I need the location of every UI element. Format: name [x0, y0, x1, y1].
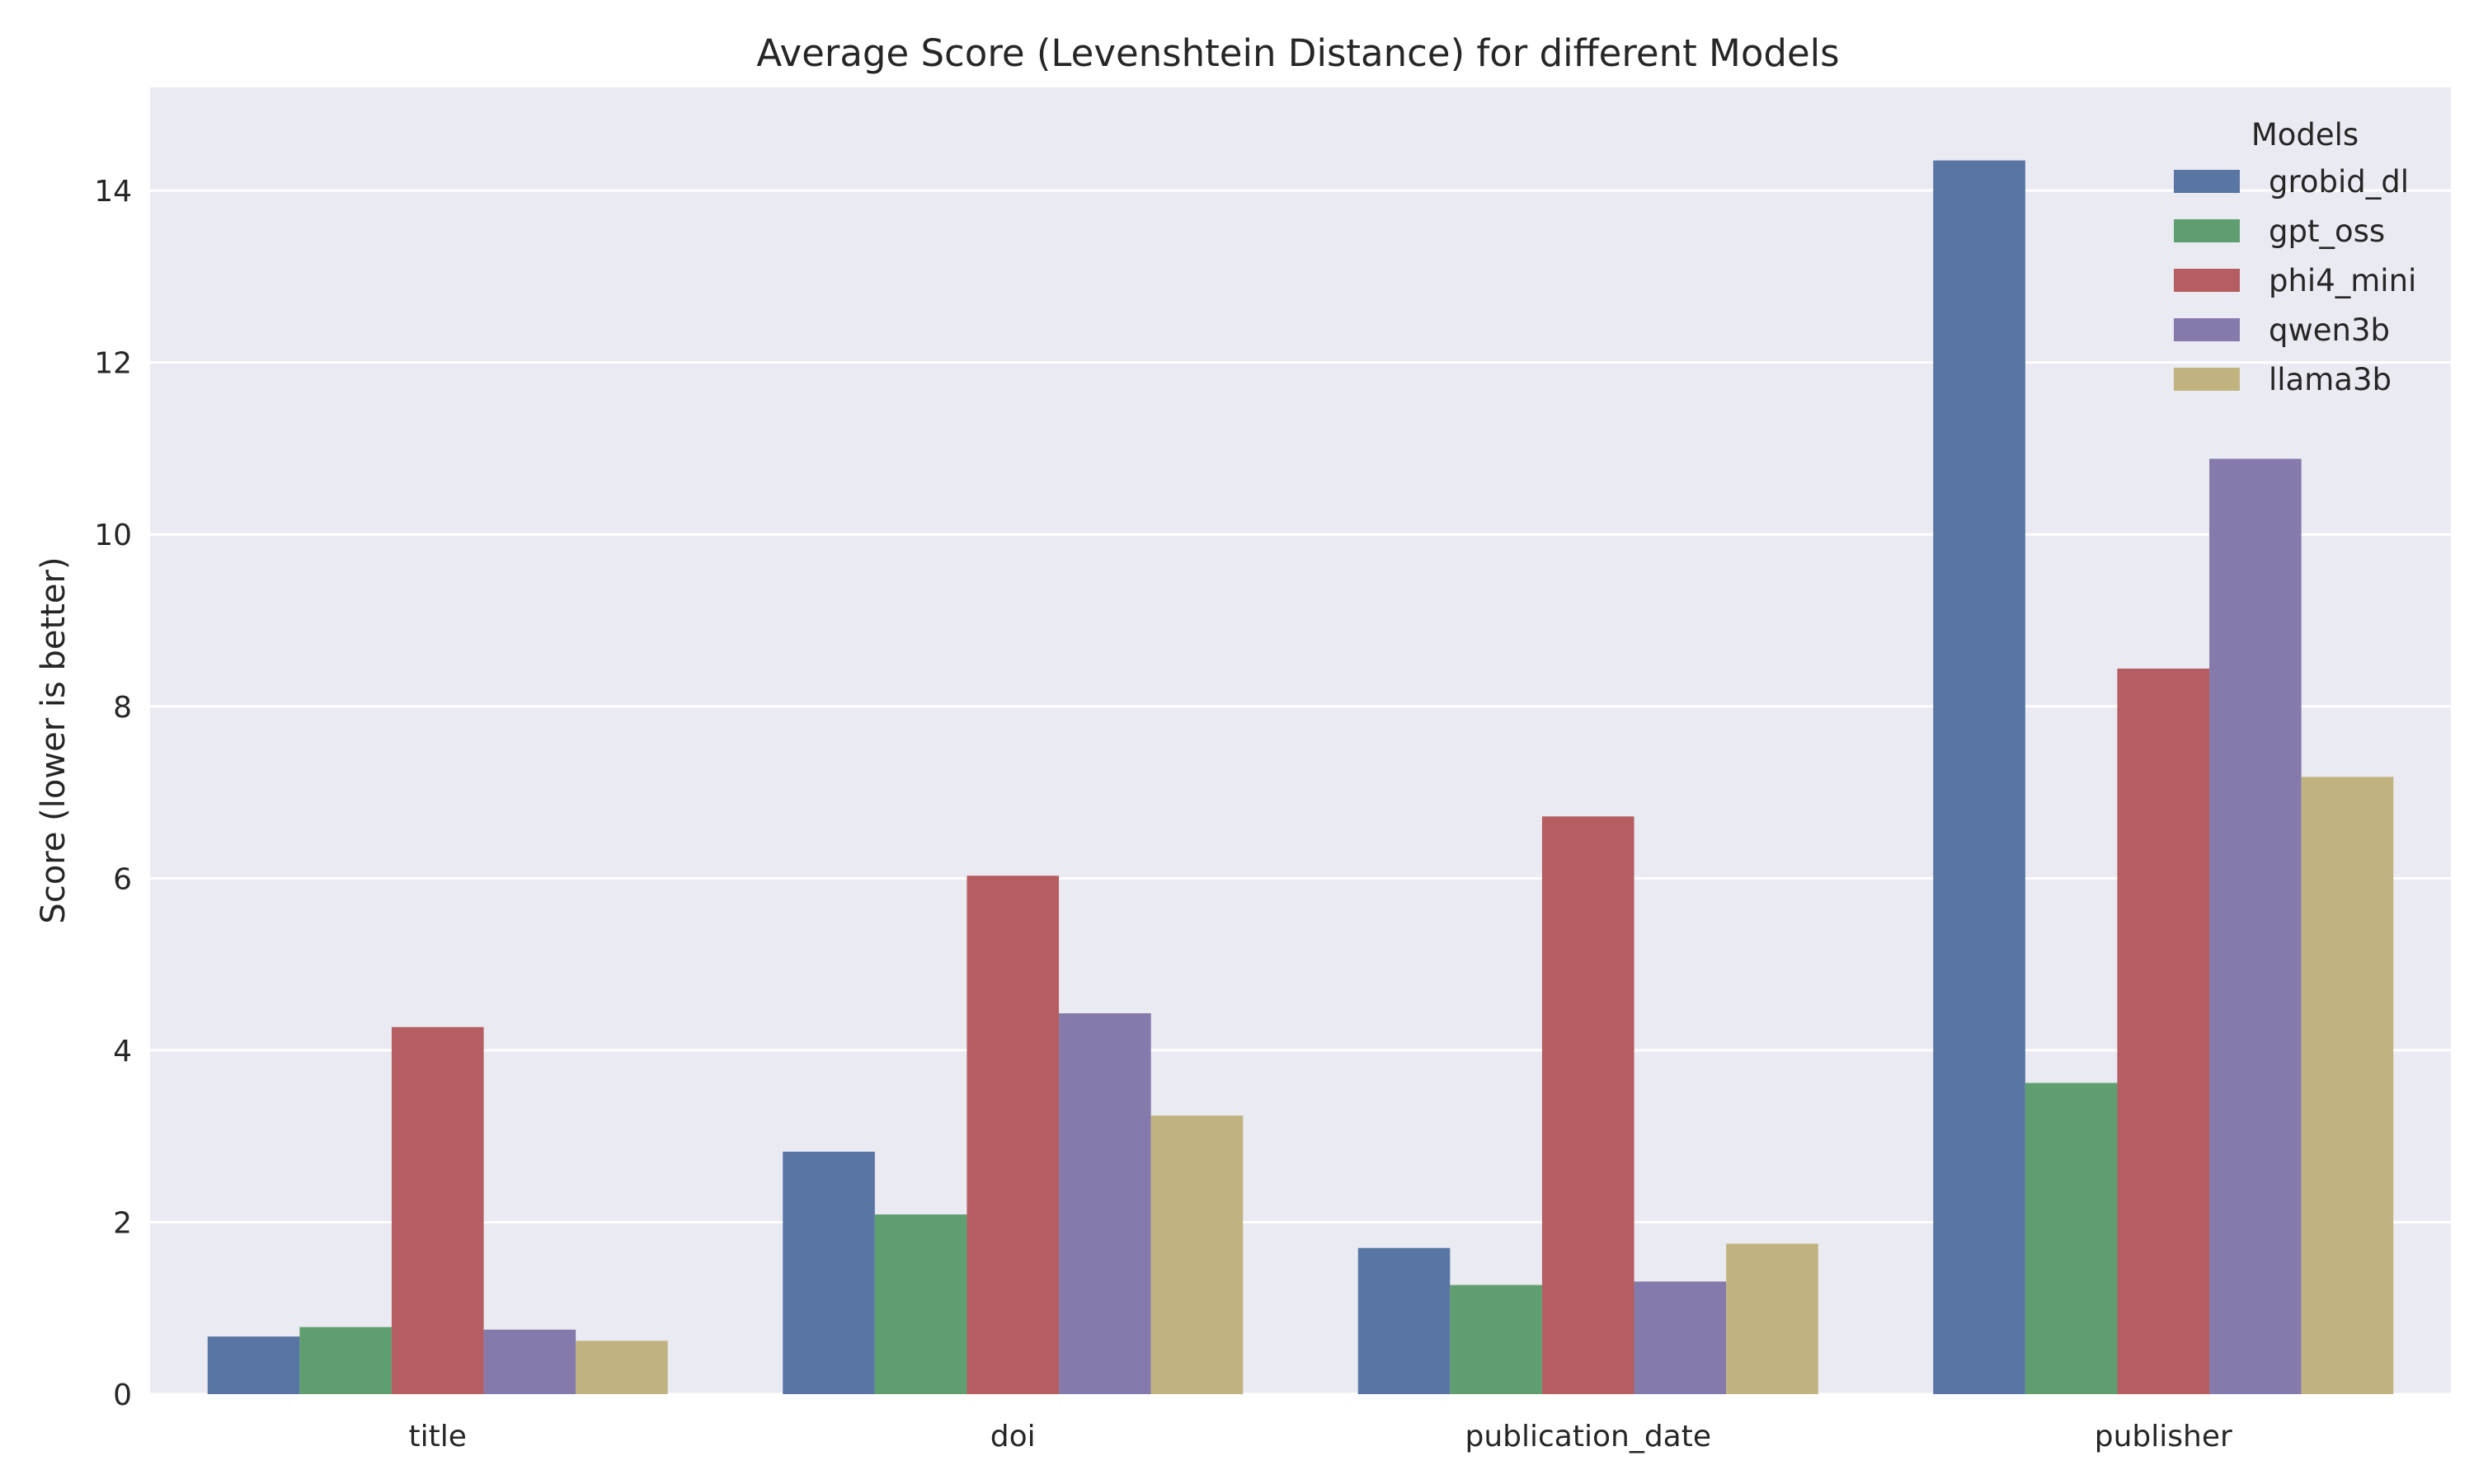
bar-phi4_mini-publisher — [2117, 668, 2210, 1394]
bar-phi4_mini-publication_date — [1541, 816, 1634, 1394]
y-tick-label: 4 — [113, 1035, 132, 1068]
bar-llama3b-publisher — [2301, 777, 2394, 1394]
bar-llama3b-title — [576, 1341, 668, 1394]
legend-label-qwen3b: qwen3b — [2269, 312, 2390, 348]
bar-qwen3b-title — [483, 1329, 576, 1394]
legend-title: Models — [2251, 117, 2359, 153]
x-tick-label: publisher — [2095, 1420, 2232, 1453]
bar-grobid_dl-publication_date — [1357, 1247, 1451, 1394]
bar-grobid_dl-title — [207, 1336, 300, 1394]
legend-label-llama3b: llama3b — [2269, 362, 2392, 397]
y-tick-label: 8 — [113, 691, 132, 725]
legend-swatch-phi4_mini — [2174, 269, 2240, 292]
legend-label-grobid_dl: grobid_dl — [2269, 164, 2409, 200]
bar-grobid_dl-publisher — [1933, 160, 2025, 1394]
legend-swatch-gpt_oss — [2174, 219, 2240, 242]
legend-swatch-llama3b — [2174, 368, 2240, 391]
bar-gpt_oss-title — [299, 1327, 392, 1394]
legend: Models grobid_dl gpt_oss phi4_mini qwen3b ll… — [2174, 117, 2416, 397]
x-axis-ticks: title doi publication_date publisher — [409, 1420, 2232, 1453]
bar-gpt_oss-publisher — [2025, 1082, 2118, 1394]
legend-label-gpt_oss: gpt_oss — [2269, 214, 2385, 249]
legend-swatch-qwen3b — [2174, 318, 2240, 341]
legend-label-phi4_mini: phi4_mini — [2269, 263, 2416, 298]
bar-gpt_oss-publication_date — [1450, 1284, 1542, 1394]
bar-qwen3b-publication_date — [1634, 1281, 1727, 1394]
y-tick-label: 2 — [113, 1206, 132, 1240]
bar-gpt_oss-doi — [874, 1214, 967, 1394]
x-tick-label: title — [409, 1420, 467, 1453]
bar-qwen3b-doi — [1059, 1013, 1151, 1394]
y-tick-label: 0 — [113, 1378, 132, 1412]
y-tick-label: 14 — [94, 175, 132, 209]
y-tick-label: 6 — [113, 862, 132, 896]
bar-phi4_mini-doi — [967, 876, 1060, 1394]
bar-llama3b-doi — [1150, 1115, 1244, 1394]
bar-llama3b-publication_date — [1726, 1243, 1818, 1394]
bar-phi4_mini-title — [391, 1026, 484, 1394]
bars-group — [207, 160, 2394, 1395]
y-tick-label: 12 — [94, 347, 132, 381]
y-axis-ticks: 0 2 4 6 8 10 12 14 — [94, 175, 132, 1412]
x-tick-label: publication_date — [1465, 1420, 1711, 1453]
legend-swatch-grobid_dl — [2174, 170, 2240, 193]
bar-grobid_dl-doi — [783, 1151, 875, 1394]
y-tick-label: 10 — [94, 519, 132, 552]
x-tick-label: doi — [990, 1420, 1036, 1453]
y-axis-label: Score (lower is better) — [35, 556, 73, 923]
bar-qwen3b-publisher — [2209, 458, 2302, 1395]
chart-title: Average Score (Levenshtein Distance) for… — [756, 31, 1839, 75]
